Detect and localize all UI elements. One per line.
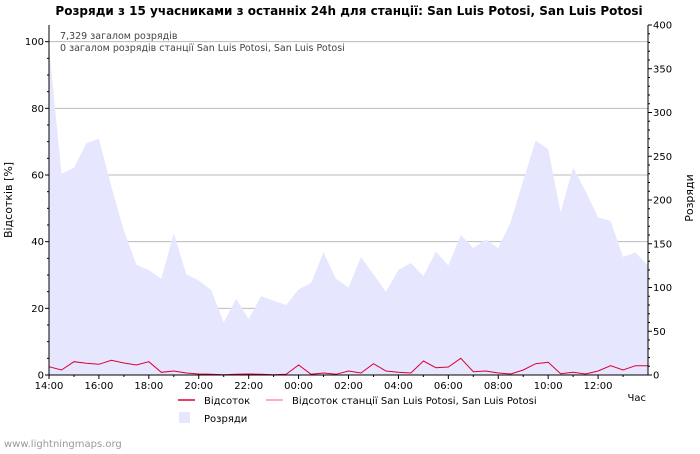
y-left-tick-label: 80: [31, 104, 44, 115]
x-tick-label: 04:00: [384, 381, 413, 392]
y-right-tick-label: 50: [653, 327, 666, 338]
y-right-tick-label: 250: [653, 152, 672, 163]
y-left-tick-label: 60: [31, 171, 44, 182]
y-right-tick-label: 400: [653, 21, 672, 32]
y-right-tick-label: 100: [653, 283, 672, 294]
y-axis-left-label: Відсотків [%]: [2, 162, 15, 238]
y-right-tick-label: 150: [653, 239, 672, 250]
legend-swatch-discharges: [179, 412, 190, 423]
y-right-tick-label: 200: [653, 196, 672, 207]
series-line-percent: [48, 357, 648, 376]
y-axis-right-label: Розряди: [683, 174, 696, 222]
x-tick-label: 06:00: [434, 381, 463, 392]
x-axis-label: Час: [628, 393, 646, 404]
x-tick-label: 14:00: [35, 381, 64, 392]
annotation-total: 7,329 загалом розрядів: [60, 31, 178, 42]
y-left-tick-label: 0: [38, 371, 44, 382]
x-tick-label: 12:00: [584, 381, 613, 392]
line-layer: [48, 357, 648, 376]
y-left-tick-label: 40: [31, 237, 44, 248]
legend-label-discharges: Розряди: [204, 414, 247, 425]
y-left-tick-label: 20: [31, 304, 44, 315]
x-tick-label: 10:00: [534, 381, 563, 392]
footer-credit[interactable]: www.lightningmaps.org: [4, 439, 122, 450]
x-tick-label: 22:00: [234, 381, 263, 392]
x-tick-label: 02:00: [334, 381, 363, 392]
x-tick-label: 18:00: [134, 381, 163, 392]
series-area-discharges: [49, 46, 648, 376]
y-right-tick-label: 300: [653, 108, 672, 119]
x-tick-label: 08:00: [484, 381, 513, 392]
x-tick-label: 20:00: [184, 381, 213, 392]
x-tick-label: 00:00: [284, 381, 313, 392]
x-tick-label: 16:00: [85, 381, 114, 392]
y-right-tick-label: 350: [653, 64, 672, 75]
axis-layer: 0 20 40 60 80 100 0 50 100 150 200 250 300 350 400 14:0…: [25, 21, 672, 393]
legend-label-percent: Відсоток: [204, 395, 250, 407]
legend-label-station: Відсоток станції San Luis Potosi, San Lu…: [292, 395, 537, 407]
area-layer: [49, 46, 648, 376]
y-right-tick-label: 0: [653, 371, 659, 382]
y-left-tick-label: 100: [25, 37, 44, 48]
annotation-station: 0 загалом розрядів станції San Luis Poto…: [60, 43, 345, 54]
chart-title: Розряди з 15 учасниками з останніх 24h д…: [55, 4, 642, 18]
